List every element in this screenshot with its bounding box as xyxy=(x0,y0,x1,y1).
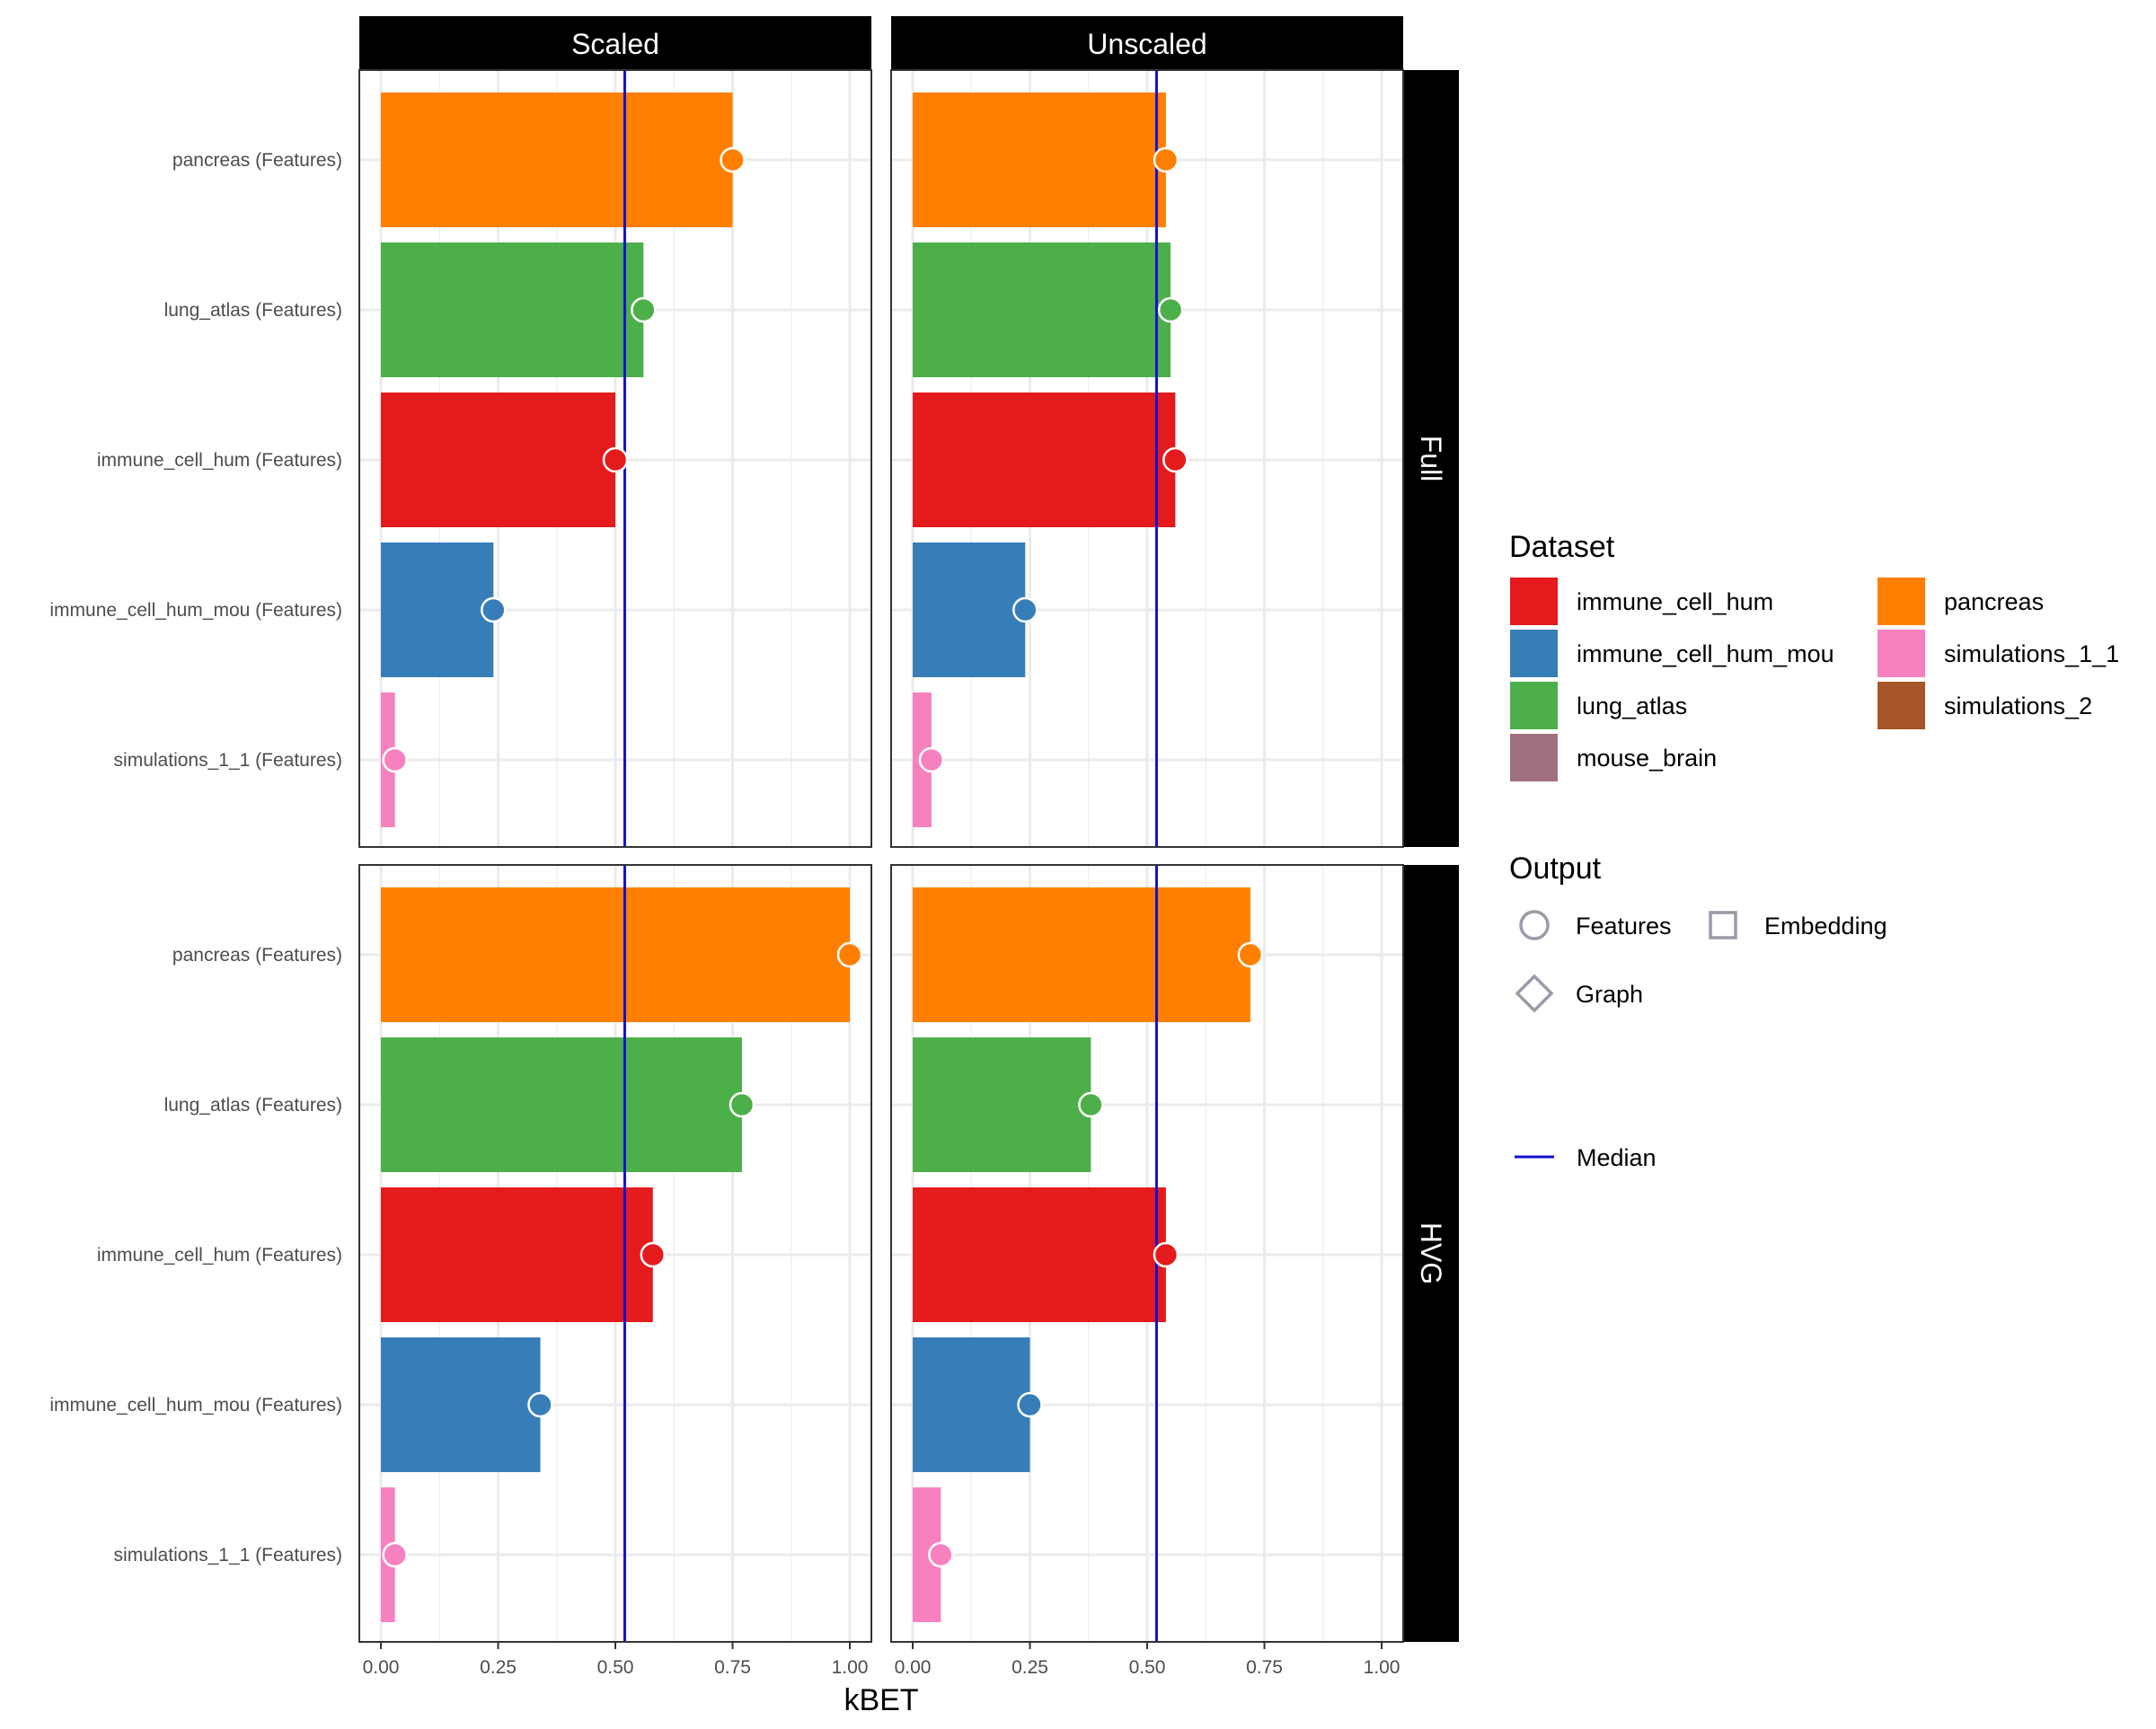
point-immune_cell_hum xyxy=(1162,446,1188,473)
point-immune_cell_hum xyxy=(640,1241,667,1268)
point-lung_atlas xyxy=(729,1091,755,1118)
legend-label-embedding: Embedding xyxy=(1764,913,1887,939)
legend-label-lung_atlas: lung_atlas xyxy=(1577,692,1687,719)
x-tick-label: 1.00 xyxy=(1364,1657,1401,1678)
bar-pancreas xyxy=(913,93,1166,227)
legend-dataset-title: Dataset xyxy=(1509,530,1615,564)
facet-strip-label: Scaled xyxy=(571,28,659,60)
bar-immune_cell_hum xyxy=(381,393,615,527)
x-tick-label: 0.25 xyxy=(480,1657,517,1678)
point-pancreas xyxy=(836,941,863,968)
y-tick-label: lung_atlas (Features) xyxy=(164,300,342,321)
facet-strip-scaled xyxy=(359,16,871,70)
legend-label-immune_cell_hum_mou: immune_cell_hum_mou xyxy=(1577,640,1834,667)
point-lung_atlas xyxy=(631,296,657,323)
y-tick-label: immune_cell_hum (Features) xyxy=(97,450,342,471)
y-tick-label: simulations_1_1 (Features) xyxy=(114,750,342,771)
point-immune_cell_hum_mou xyxy=(1012,596,1038,623)
y-tick-label: lung_atlas (Features) xyxy=(164,1095,342,1116)
bar-immune_cell_hum xyxy=(381,1187,653,1322)
legend-label-immune_cell_hum: immune_cell_hum xyxy=(1577,588,1773,615)
legend-label-median: Median xyxy=(1577,1144,1657,1171)
y-tick-label: immune_cell_hum_mou (Features) xyxy=(49,600,342,621)
bar-lung_atlas xyxy=(381,243,644,377)
point-simulations_1_1 xyxy=(382,1541,408,1568)
point-pancreas xyxy=(1153,146,1180,173)
y-tick-label: pancreas (Features) xyxy=(172,945,342,966)
panel-unscaled-full xyxy=(890,69,1404,848)
point-immune_cell_hum xyxy=(1153,1241,1180,1268)
point-immune_cell_hum xyxy=(602,446,629,473)
point-immune_cell_hum_mou xyxy=(1017,1391,1043,1418)
legend-label-pancreas: pancreas xyxy=(1944,588,2044,615)
bar-pancreas xyxy=(381,887,850,1022)
bar-immune_cell_hum xyxy=(913,393,1176,527)
circle-icon xyxy=(1519,910,1550,940)
legend-label-graph: Graph xyxy=(1576,981,1643,1008)
facet-strip-label: Unscaled xyxy=(1087,28,1206,60)
point-lung_atlas xyxy=(1078,1091,1104,1118)
point-simulations_1_1 xyxy=(928,1541,954,1568)
legend-output-title: Output xyxy=(1509,851,1602,886)
x-tick-label: 0.50 xyxy=(597,1657,634,1678)
y-tick-label: immune_cell_hum_mou (Features) xyxy=(49,1395,342,1416)
square-icon xyxy=(1709,911,1737,939)
panel-scaled-full xyxy=(358,69,872,848)
x-tick-label: 0.00 xyxy=(363,1657,400,1678)
facet-strip-full xyxy=(1403,70,1459,847)
bar-pancreas xyxy=(381,93,733,227)
bar-pancreas xyxy=(913,887,1250,1022)
bar-lung_atlas xyxy=(913,1037,1091,1172)
legend-key-simulations_1_1 xyxy=(1878,630,1925,677)
point-simulations_1_1 xyxy=(382,746,408,773)
point-pancreas xyxy=(1237,941,1264,968)
point-immune_cell_hum_mou xyxy=(527,1391,553,1418)
panel-border xyxy=(358,69,872,848)
panel-border xyxy=(890,69,1404,848)
legend-key-simulations_2 xyxy=(1878,682,1925,729)
x-tick-label: 1.00 xyxy=(832,1657,869,1678)
facet-strip-label: Full xyxy=(1415,436,1447,482)
x-axis-title: kBET xyxy=(844,1683,918,1717)
bar-lung_atlas xyxy=(913,243,1171,377)
legend-label-features: Features xyxy=(1576,913,1672,939)
legend-key-lung_atlas xyxy=(1510,682,1558,729)
legend-key-pancreas xyxy=(1878,578,1925,625)
point-simulations_1_1 xyxy=(918,746,945,773)
legend-key-immune_cell_hum_mou xyxy=(1510,630,1558,677)
bar-immune_cell_hum_mou xyxy=(913,543,1026,677)
point-immune_cell_hum_mou xyxy=(481,596,507,623)
bar-immune_cell_hum_mou xyxy=(381,543,494,677)
legend-key-immune_cell_hum xyxy=(1510,578,1558,625)
legend-label-simulations_1_1: simulations_1_1 xyxy=(1944,640,2119,667)
point-lung_atlas xyxy=(1157,296,1184,323)
bar-lung_atlas xyxy=(381,1037,742,1172)
y-tick-label: pancreas (Features) xyxy=(172,150,342,171)
x-tick-label: 0.75 xyxy=(1246,1657,1283,1678)
legend-key-mouse_brain xyxy=(1510,734,1558,781)
x-tick-label: 0.50 xyxy=(1129,1657,1166,1678)
bar-immune_cell_hum_mou xyxy=(913,1337,1030,1472)
panel-scaled-hvg xyxy=(358,864,872,1643)
x-tick-label: 0.75 xyxy=(714,1657,751,1678)
y-tick-label: immune_cell_hum (Features) xyxy=(97,1245,342,1266)
x-tick-label: 0.00 xyxy=(895,1657,932,1678)
y-tick-label: simulations_1_1 (Features) xyxy=(114,1545,342,1566)
legend-label-simulations_2: simulations_2 xyxy=(1944,692,2092,719)
facet-strip-unscaled xyxy=(891,16,1403,70)
panel-unscaled-hvg xyxy=(890,864,1404,1643)
bar-immune_cell_hum xyxy=(913,1187,1166,1322)
facet-strip-label: HVG xyxy=(1415,1222,1447,1284)
legend-label-mouse_brain: mouse_brain xyxy=(1577,745,1717,772)
bar-immune_cell_hum_mou xyxy=(381,1337,541,1472)
point-pancreas xyxy=(720,146,746,173)
diamond-icon xyxy=(1515,974,1554,1013)
facet-strip-hvg xyxy=(1403,865,1459,1642)
x-tick-label: 0.25 xyxy=(1012,1657,1048,1678)
